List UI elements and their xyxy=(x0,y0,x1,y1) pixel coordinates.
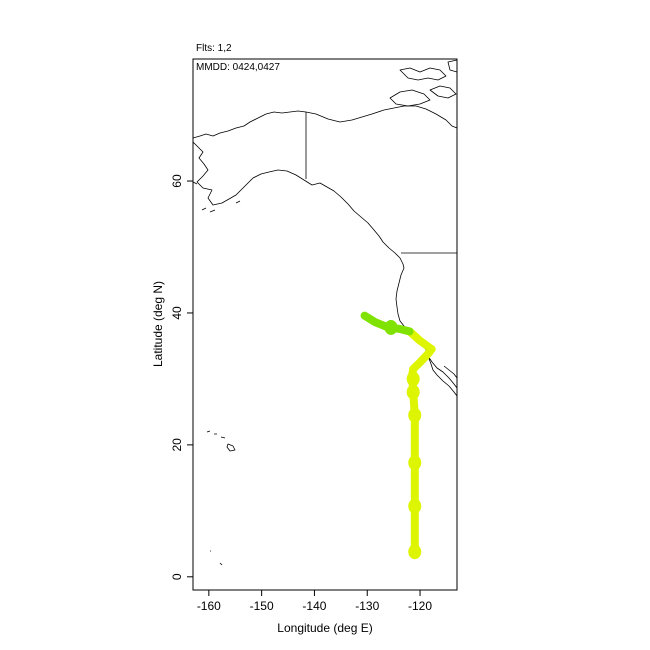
track-marker xyxy=(408,544,422,560)
track-marker xyxy=(406,371,420,387)
x-tick-label: -120 xyxy=(408,599,432,613)
y-tick-label: 0 xyxy=(170,573,184,580)
x-tick-label: -150 xyxy=(250,599,274,613)
x-tick-label: -140 xyxy=(302,599,326,613)
y-axis-label: Latitude (deg N) xyxy=(151,281,165,367)
y-tick-label: 40 xyxy=(170,306,184,320)
track-marker xyxy=(408,407,422,423)
north-america-coastline xyxy=(192,105,458,397)
y-tick-label: 60 xyxy=(170,174,184,188)
flights-label: Flts: 1,2 xyxy=(196,43,232,54)
hawaii-islands xyxy=(206,430,236,452)
plot-frame xyxy=(192,58,458,591)
x-axis-label: Longitude (deg E) xyxy=(277,621,372,635)
track-marker xyxy=(408,498,422,514)
track-marker xyxy=(408,455,422,471)
dates-label: MMDD: 0424,0427 xyxy=(196,62,280,73)
track-marker xyxy=(384,319,398,335)
arctic-islands xyxy=(389,59,458,107)
x-axis: -160 -150 -140 -130 -120 xyxy=(197,590,432,613)
track-marker xyxy=(406,384,420,400)
y-axis: 0 20 40 60 xyxy=(170,174,193,580)
flight-track-1 xyxy=(405,327,436,556)
flight-tracks xyxy=(360,311,436,560)
pacific-islets xyxy=(210,550,223,566)
y-tick-label: 20 xyxy=(170,438,184,452)
aleutian-islands xyxy=(192,181,241,213)
x-tick-label: -130 xyxy=(355,599,379,613)
baja-coastline xyxy=(427,355,458,389)
x-tick-label: -160 xyxy=(197,599,221,613)
